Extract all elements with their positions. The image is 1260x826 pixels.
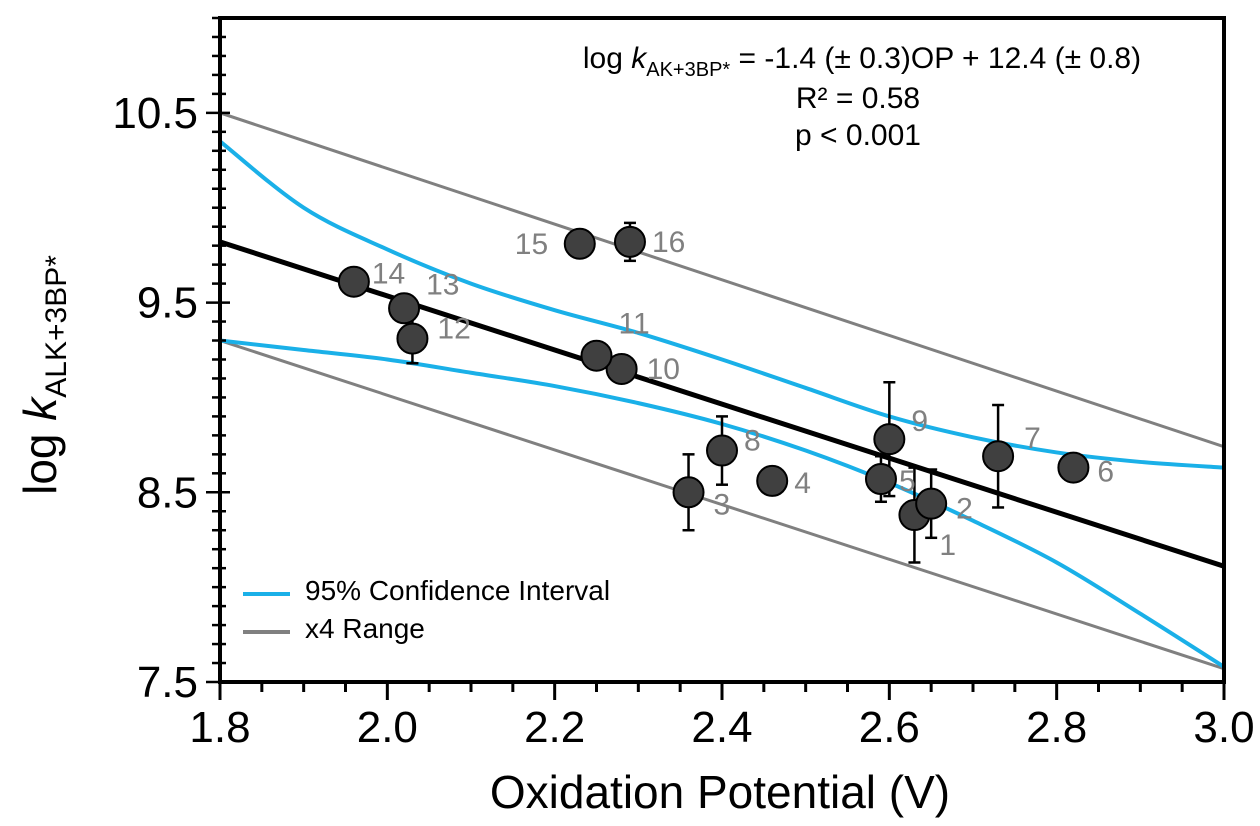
y-tick-label: 7.5 [137, 658, 198, 707]
data-point-14 [337, 265, 370, 298]
data-point-6 [1057, 451, 1090, 484]
x-tick-label: 2.8 [1026, 703, 1087, 752]
r-squared-line: R² = 0.58 [796, 82, 920, 115]
point-label-13: 13 [426, 268, 459, 301]
data-point-7 [982, 440, 1015, 473]
y-axis-title-main: log [14, 421, 66, 495]
x-tick-label: 2.6 [859, 703, 920, 752]
equation-italic: k [631, 42, 648, 75]
data-point-16 [613, 225, 646, 258]
range-lower-line [220, 339, 1224, 671]
y-axis-ticks: 7.5 8.5 9.5 10.5 [112, 16, 230, 707]
point-label-8: 8 [744, 425, 761, 458]
equation-suffix: = -1.4 (± 0.3)OP + 12.4 (± 0.8) [730, 42, 1141, 75]
point-label-10: 10 [647, 353, 680, 386]
data-points [337, 225, 1090, 532]
legend-label-range: x4 Range [305, 613, 425, 644]
point-label-14: 14 [372, 258, 405, 291]
data-point-11 [580, 339, 613, 372]
ci-upper-curve [220, 139, 1224, 470]
data-point-4 [756, 464, 789, 497]
x-tick-label: 2.2 [524, 703, 585, 752]
y-axis-title-italic: k [14, 396, 66, 421]
point-label-12: 12 [437, 313, 470, 346]
equation-prefix: log [583, 42, 631, 75]
legend: 95% Confidence Interval x4 Range [243, 575, 610, 644]
range-lines [220, 111, 1224, 671]
x-axis-ticks: 1.8 2.0 2.2 2.4 2.6 2.8 3.0 [189, 682, 1255, 752]
data-point-8 [706, 434, 738, 467]
point-label-11: 11 [619, 308, 650, 341]
point-label-9: 9 [911, 405, 928, 438]
point-label-6: 6 [1097, 456, 1114, 489]
data-point-3 [672, 476, 705, 509]
data-point-12 [396, 322, 429, 355]
y-axis-title-sub: ALK+3BP* [40, 255, 73, 398]
data-point-15 [563, 227, 596, 260]
fit-line [220, 239, 1224, 569]
legend-label-ci: 95% Confidence Interval [305, 575, 610, 606]
x-tick-label: 1.8 [189, 703, 250, 752]
x-axis-title: Oxidation Potential (V) [490, 766, 950, 818]
equation-annotation: log kAK+3BP* = -1.4 (± 0.3)OP + 12.4 (± … [583, 42, 1141, 152]
data-point-10 [605, 352, 638, 385]
point-label-2: 2 [956, 493, 973, 526]
x-tick-label: 3.0 [1193, 703, 1254, 752]
point-label-15: 15 [515, 228, 548, 261]
data-point-13 [388, 292, 421, 325]
data-point-2 [915, 487, 948, 520]
equation-sub: AK+3BP* [646, 59, 730, 81]
point-label-16: 16 [652, 226, 685, 259]
point-label-5: 5 [899, 465, 916, 498]
y-tick-label: 8.5 [137, 468, 198, 517]
x-tick-label: 2.0 [357, 703, 418, 752]
x-tick-label: 2.4 [691, 703, 752, 752]
y-axis-title: log kALK+3BP* [14, 255, 73, 495]
point-label-7: 7 [1024, 422, 1041, 455]
point-label-3: 3 [714, 488, 731, 521]
data-point-5 [864, 463, 897, 496]
data-point-9 [873, 423, 906, 456]
equation-line: log kAK+3BP* = -1.4 (± 0.3)OP + 12.4 (± … [583, 42, 1141, 81]
y-tick-label: 10.5 [112, 89, 198, 138]
y-tick-label: 9.5 [137, 279, 198, 328]
range-upper-line [220, 111, 1224, 449]
point-label-1: 1 [939, 529, 956, 562]
regression-line [220, 239, 1224, 569]
point-label-4: 4 [794, 467, 811, 500]
p-value-line: p < 0.001 [795, 119, 921, 152]
